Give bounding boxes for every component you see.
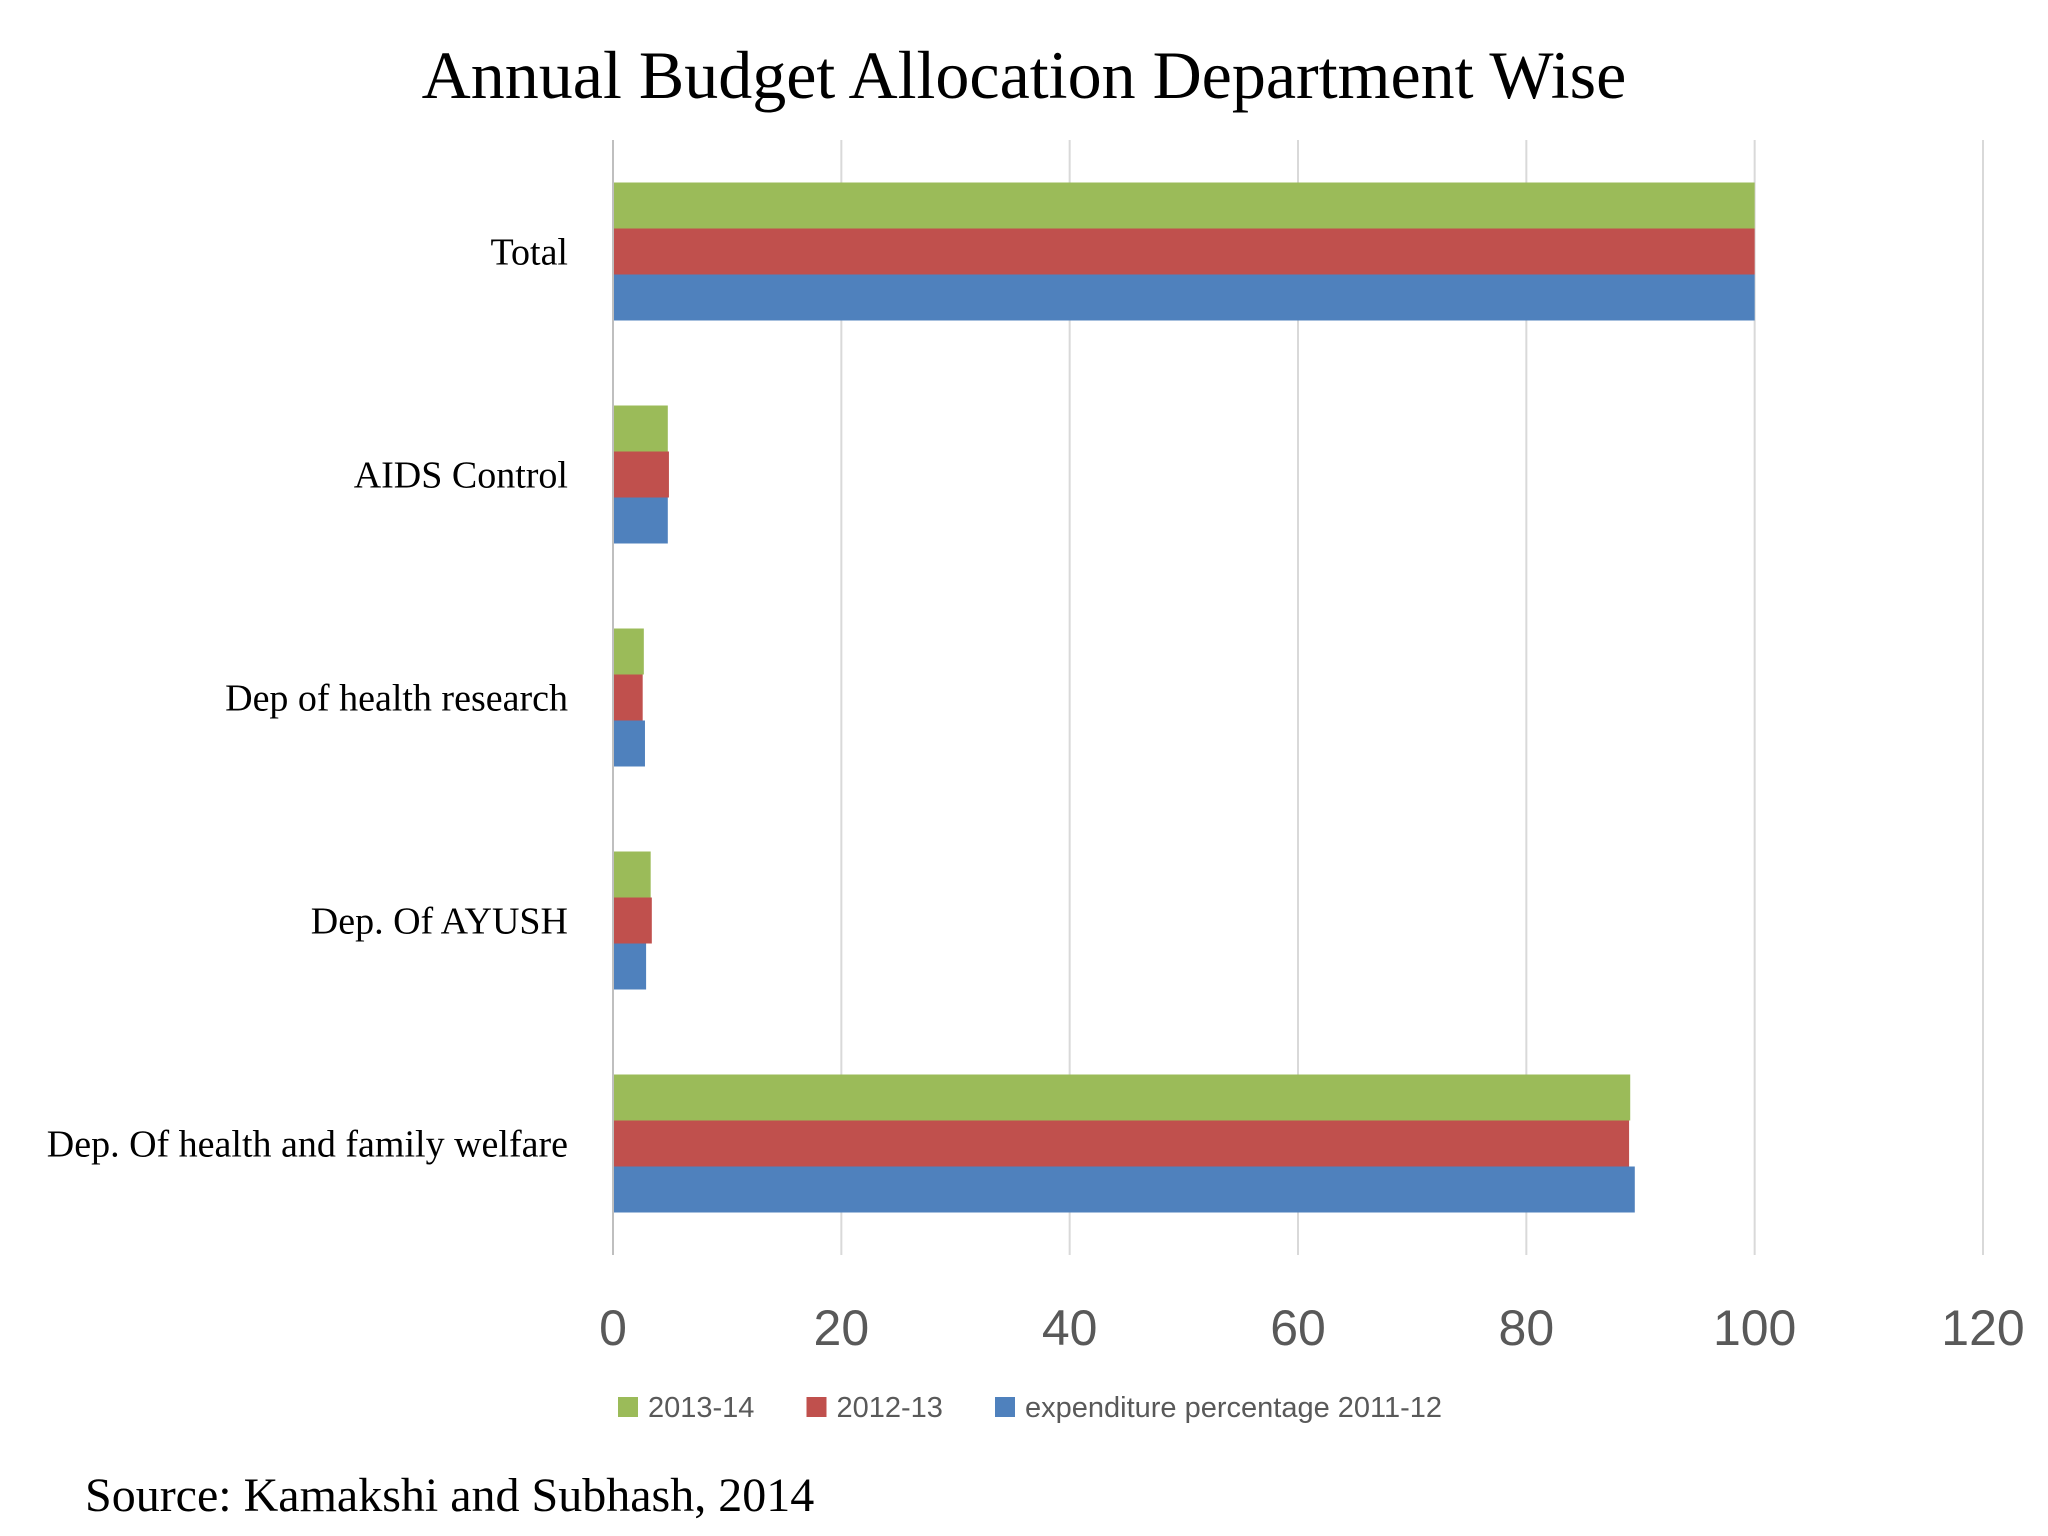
bar — [613, 851, 651, 898]
bar — [613, 943, 647, 990]
category-label: Dep of health research — [225, 678, 568, 720]
bar — [613, 274, 1755, 321]
x-tick-label: 120 — [1941, 1300, 2024, 1356]
x-tick-label: 80 — [1499, 1300, 1555, 1356]
bar — [613, 628, 644, 675]
chart-title: Annual Budget Allocation Department Wise — [421, 37, 1627, 113]
x-tick-label: 40 — [1042, 1300, 1098, 1356]
legend-label: 2013-14 — [648, 1392, 754, 1424]
bar — [613, 1074, 1631, 1121]
bars — [613, 182, 1755, 1213]
bar — [613, 451, 669, 498]
gridlines — [840, 140, 1984, 1255]
x-tick-label: 100 — [1713, 1300, 1796, 1356]
legend-swatch — [618, 1397, 638, 1417]
category-label: Dep. Of health and family welfare — [47, 1124, 568, 1166]
bar — [613, 405, 668, 452]
legend-swatch — [995, 1397, 1015, 1417]
x-tick-label: 60 — [1270, 1300, 1326, 1356]
bar — [613, 674, 643, 721]
legend-label: 2012-13 — [837, 1392, 943, 1424]
legend: 2013-14 2012-13 expenditure percentage 201… — [618, 1392, 1442, 1424]
legend-label: expenditure percentage 2011-12 — [1025, 1392, 1442, 1424]
category-labels: Total AIDS Control Dep of health research D… — [47, 232, 568, 1166]
category-label: Dep. Of AYUSH — [311, 901, 568, 943]
bar — [613, 228, 1755, 275]
bar — [613, 720, 645, 767]
x-tick-label: 20 — [814, 1300, 870, 1356]
source-note: Source: Kamakshi and Subhash, 2014 — [85, 1469, 815, 1522]
legend-swatch — [806, 1397, 827, 1417]
x-tick-label: 0 — [599, 1300, 627, 1356]
bar — [613, 182, 1755, 229]
category-label: AIDS Control — [354, 455, 568, 497]
x-tick-labels: 0 20 40 60 80 100 120 — [599, 1300, 2025, 1356]
category-label: Total — [490, 232, 568, 274]
bar — [613, 1166, 1635, 1213]
bar — [613, 1120, 1630, 1167]
bar — [613, 897, 652, 944]
bar — [613, 497, 668, 544]
